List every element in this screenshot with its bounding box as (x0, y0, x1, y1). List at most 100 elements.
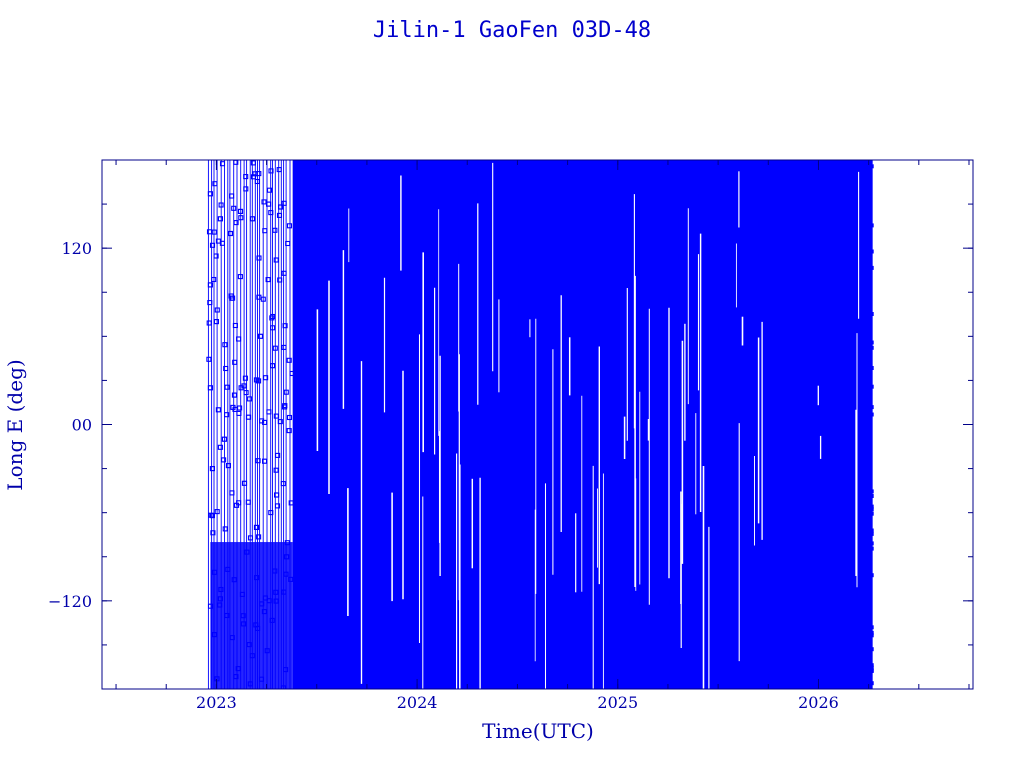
data-point (268, 168, 274, 174)
x-tick-label: 2023 (196, 693, 237, 712)
data-point (241, 480, 248, 486)
data-point (210, 530, 216, 536)
data-point (224, 612, 230, 619)
data-point (214, 509, 220, 515)
data-point (206, 320, 212, 326)
data-point (213, 253, 219, 259)
data-point (241, 621, 247, 627)
data-point (222, 526, 228, 532)
data-point (869, 345, 874, 350)
data-point (229, 490, 235, 496)
data-point (869, 531, 874, 536)
data-point (245, 414, 252, 420)
data-point (261, 199, 267, 205)
data-point (211, 276, 217, 283)
data-point (869, 665, 874, 670)
data-point (253, 524, 260, 531)
data-point (207, 191, 213, 197)
data-point (276, 212, 283, 218)
data-point (273, 257, 279, 263)
data-point (272, 227, 278, 233)
data-point (869, 668, 874, 673)
data-point (273, 413, 279, 419)
data-point (283, 389, 289, 395)
data-point (252, 171, 258, 177)
data-point (258, 676, 265, 682)
y-axis: 120 00 −120 (48, 203, 973, 646)
data-point (207, 603, 214, 609)
data-point (208, 512, 214, 518)
data-point (229, 193, 235, 199)
data-point (212, 181, 218, 187)
data-point (280, 685, 286, 689)
x-tick-label: 2025 (597, 693, 638, 712)
data-point (259, 418, 265, 424)
data-point (262, 595, 268, 601)
data-point (262, 458, 268, 464)
data-point (232, 322, 238, 329)
data-point (288, 500, 294, 506)
data-point (273, 598, 279, 604)
data-point (270, 363, 276, 369)
data-point (236, 336, 242, 342)
x-axis-label: Time(UTC) (482, 719, 594, 743)
data-point (209, 466, 215, 472)
data-point (215, 407, 221, 413)
data-point (227, 230, 233, 237)
data-point (869, 507, 874, 512)
data-point (206, 229, 213, 235)
data-point (238, 215, 244, 221)
data-point (269, 617, 275, 623)
data-point (232, 359, 238, 365)
data-point (217, 444, 223, 450)
data-point (231, 577, 237, 583)
data-point (264, 648, 270, 654)
data-point (286, 428, 292, 434)
data-point (214, 676, 220, 682)
data-point (274, 503, 281, 509)
data-point (255, 458, 261, 464)
y-tick-label: 00 (72, 416, 92, 435)
data-point (284, 554, 290, 560)
data-point (869, 489, 874, 494)
data-point (283, 667, 289, 673)
data-point (213, 319, 219, 325)
data-point (869, 546, 874, 551)
data-point (219, 240, 225, 246)
data-point (281, 589, 287, 595)
data-point (207, 282, 213, 288)
data-point (281, 344, 287, 350)
data-point (286, 223, 293, 229)
data-point (230, 404, 236, 410)
data-point (211, 229, 217, 235)
data-point (221, 436, 227, 442)
data-point (262, 228, 268, 234)
data-point (249, 653, 255, 659)
data-point (219, 161, 226, 167)
data-point (273, 589, 279, 595)
data-point (263, 375, 269, 381)
data-point (256, 534, 262, 540)
data-point (269, 315, 275, 321)
data-point (270, 325, 276, 331)
data-point (869, 630, 874, 635)
data-point (214, 307, 220, 313)
data-point (869, 312, 874, 316)
data-point (249, 216, 256, 222)
data-point (240, 613, 246, 619)
data-point (247, 535, 254, 541)
data-point (284, 540, 290, 546)
data-point (231, 392, 238, 398)
data-point (254, 575, 260, 581)
data-point (254, 178, 260, 185)
data-point (221, 457, 227, 463)
data-point (869, 573, 874, 578)
data-point (272, 568, 278, 574)
data-series (206, 160, 874, 689)
data-point (250, 160, 256, 166)
data-point (238, 385, 244, 391)
data-point (274, 492, 280, 498)
data-point (217, 216, 223, 222)
data-point (247, 396, 253, 402)
